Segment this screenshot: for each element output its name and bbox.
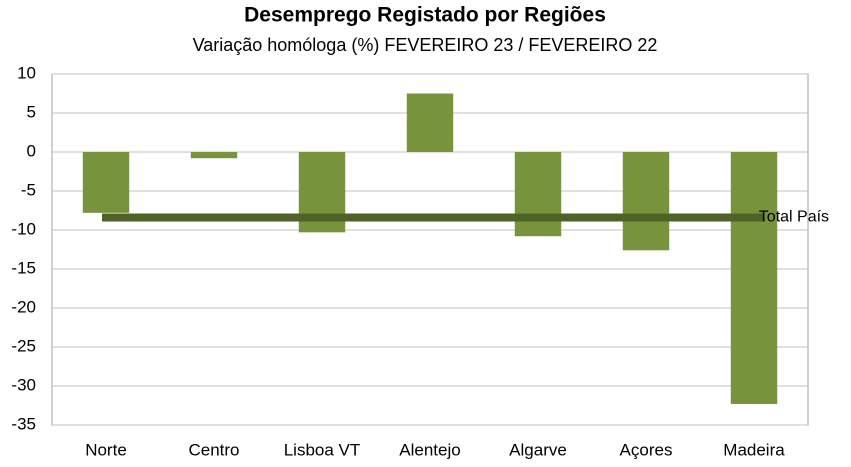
y-tick-label: -35: [11, 414, 36, 433]
chart-title: Desemprego Registado por Regiões: [244, 4, 606, 27]
x-tick-label: Centro: [188, 440, 239, 459]
bar: [406, 93, 454, 152]
x-tick-label: Açores: [620, 440, 673, 459]
x-tick-label: Alentejo: [399, 440, 460, 459]
y-tick-label: -5: [21, 180, 36, 199]
bar: [730, 152, 778, 404]
chart-subtitle: Variação homóloga (%) FEVEREIRO 23 / FEV…: [193, 35, 658, 55]
y-tick-label: 0: [27, 141, 36, 160]
x-tick-label: Lisboa VT: [284, 440, 361, 459]
y-tick-label: 5: [27, 102, 36, 121]
y-tick-label: -10: [11, 219, 36, 238]
y-tick-label: 10: [17, 63, 36, 82]
y-tick-label: -20: [11, 297, 36, 316]
y-tick-label: -15: [11, 258, 36, 277]
y-tick-label: -25: [11, 336, 36, 355]
bar: [82, 152, 130, 213]
x-tick-label: Norte: [85, 440, 127, 459]
reference-label: Total País: [759, 209, 829, 226]
bar: [622, 152, 670, 251]
x-tick-label: Algarve: [509, 440, 567, 459]
bar: [514, 152, 562, 237]
y-tick-label: -30: [11, 375, 36, 394]
bar: [190, 152, 238, 159]
x-tick-label: Madeira: [723, 440, 785, 459]
